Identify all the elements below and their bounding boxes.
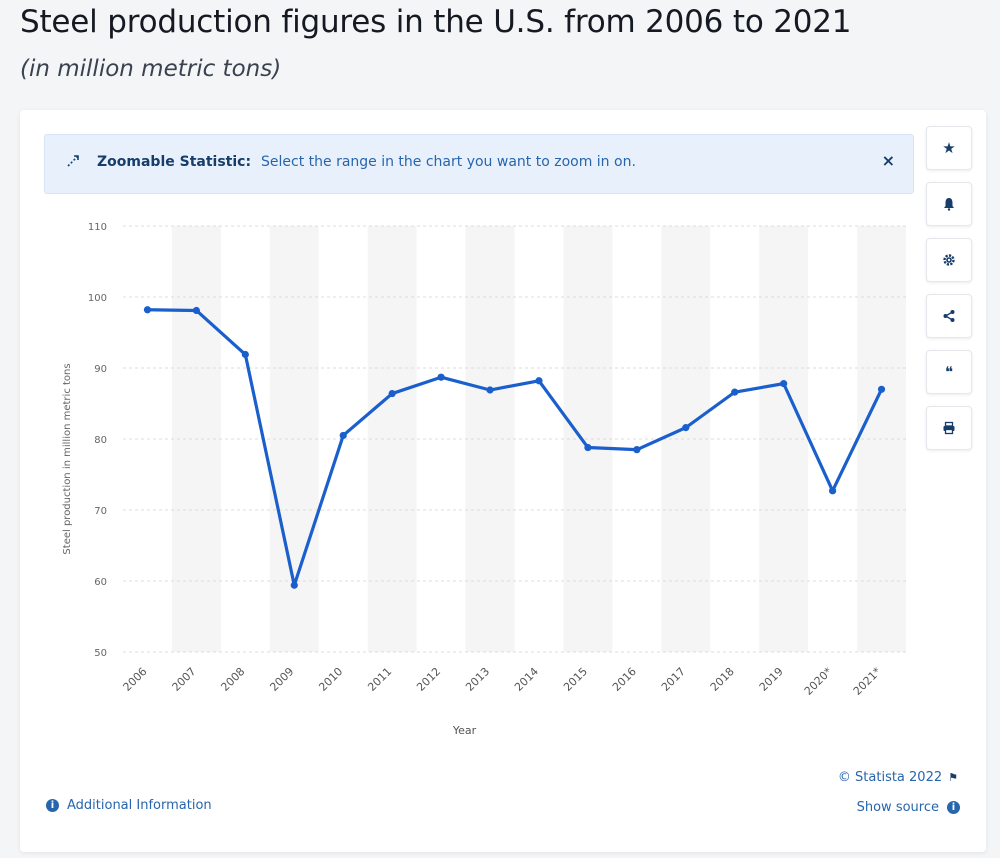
copyright-text: © Statista 2022 (837, 770, 943, 785)
share-button[interactable] (926, 294, 972, 338)
x-axis-title: Year (452, 724, 477, 737)
star-icon: ★ (942, 139, 956, 157)
x-tick-label: 2016 (610, 665, 639, 694)
plot-band (661, 226, 711, 652)
x-tick-label: 2010 (316, 665, 345, 694)
data-point (241, 350, 249, 359)
bell-icon (944, 198, 954, 211)
zoom-banner-title: Zoomable Statistic: (97, 154, 252, 170)
zoom-banner: Zoomable Statistic: Select the range in … (44, 134, 914, 194)
x-tick-label: 2013 (463, 665, 492, 694)
info-icon: i (46, 799, 59, 812)
x-tick-label: 2017 (659, 665, 688, 694)
page-title: Steel production figures in the U.S. fro… (20, 4, 852, 40)
x-tick-label: 2015 (561, 665, 590, 694)
line-chart[interactable]: 50 60 70 80 90 100 110 2006 2007 2008 2009 2010 2011… (20, 110, 986, 770)
printer-icon (943, 421, 955, 435)
close-icon[interactable]: × (881, 151, 895, 170)
y-tick-label: 110 (88, 222, 107, 233)
data-point (731, 388, 739, 396)
notification-button[interactable] (926, 182, 972, 226)
chart-toolbar: ★ ❝ (926, 126, 972, 462)
gear-icon (943, 254, 955, 266)
x-tick-label: 2018 (708, 665, 737, 694)
y-tick-label: 90 (94, 364, 107, 375)
additional-information-link[interactable]: i Additional Information (46, 798, 212, 813)
data-point (192, 306, 201, 315)
page-subtitle: (in million metric tons) (20, 56, 282, 82)
x-tick-label: 2009 (267, 665, 296, 694)
data-point (682, 424, 690, 432)
x-tick-label: 2021* (851, 665, 884, 698)
show-source-label: Show source (856, 800, 939, 815)
x-tick-label: 2007 (170, 665, 199, 694)
y-tick-label: 50 (94, 648, 107, 659)
data-point (143, 306, 152, 314)
x-tick-label: 2008 (218, 665, 247, 694)
data-point (339, 431, 347, 440)
y-tick-label: 70 (94, 506, 107, 517)
print-button[interactable] (926, 406, 972, 450)
x-tick-label: 2014 (512, 665, 541, 694)
zoom-icon (67, 155, 79, 167)
data-point (290, 581, 298, 589)
flag-icon: ⚑ (948, 771, 958, 784)
data-point (780, 380, 788, 388)
info-icon: i (947, 801, 960, 814)
y-tick-label: 80 (94, 435, 107, 446)
data-point (584, 443, 592, 452)
data-point (486, 386, 494, 394)
data-point (535, 377, 543, 385)
x-tick-label: 2019 (757, 665, 786, 694)
x-tick-label: 2011 (365, 665, 394, 694)
data-point (877, 385, 886, 393)
cite-button[interactable]: ❝ (926, 350, 972, 394)
zoom-banner-text: Select the range in the chart you want t… (261, 154, 636, 170)
series-line (147, 308, 883, 587)
share-icon (943, 310, 955, 322)
settings-button[interactable] (926, 238, 972, 282)
show-source-link[interactable]: Show source i (857, 800, 960, 815)
data-point (437, 373, 445, 381)
y-axis-title: Steel production in million metric tons (62, 363, 73, 554)
x-tick-label: 2006 (121, 665, 150, 694)
additional-information-label: Additional Information (67, 798, 212, 813)
data-point (828, 487, 837, 495)
favorite-button[interactable]: ★ (926, 126, 972, 170)
quote-icon: ❝ (944, 363, 954, 381)
data-point (388, 389, 396, 398)
data-point (633, 446, 641, 454)
x-tick-label: 2020* (802, 665, 835, 698)
x-tick-label: 2012 (414, 665, 443, 694)
y-tick-label: 100 (88, 293, 107, 304)
y-tick-label: 60 (94, 577, 107, 588)
chart-card: Zoomable Statistic: Select the range in … (20, 110, 986, 852)
copyright[interactable]: © Statista 2022 ⚑ (838, 770, 958, 785)
